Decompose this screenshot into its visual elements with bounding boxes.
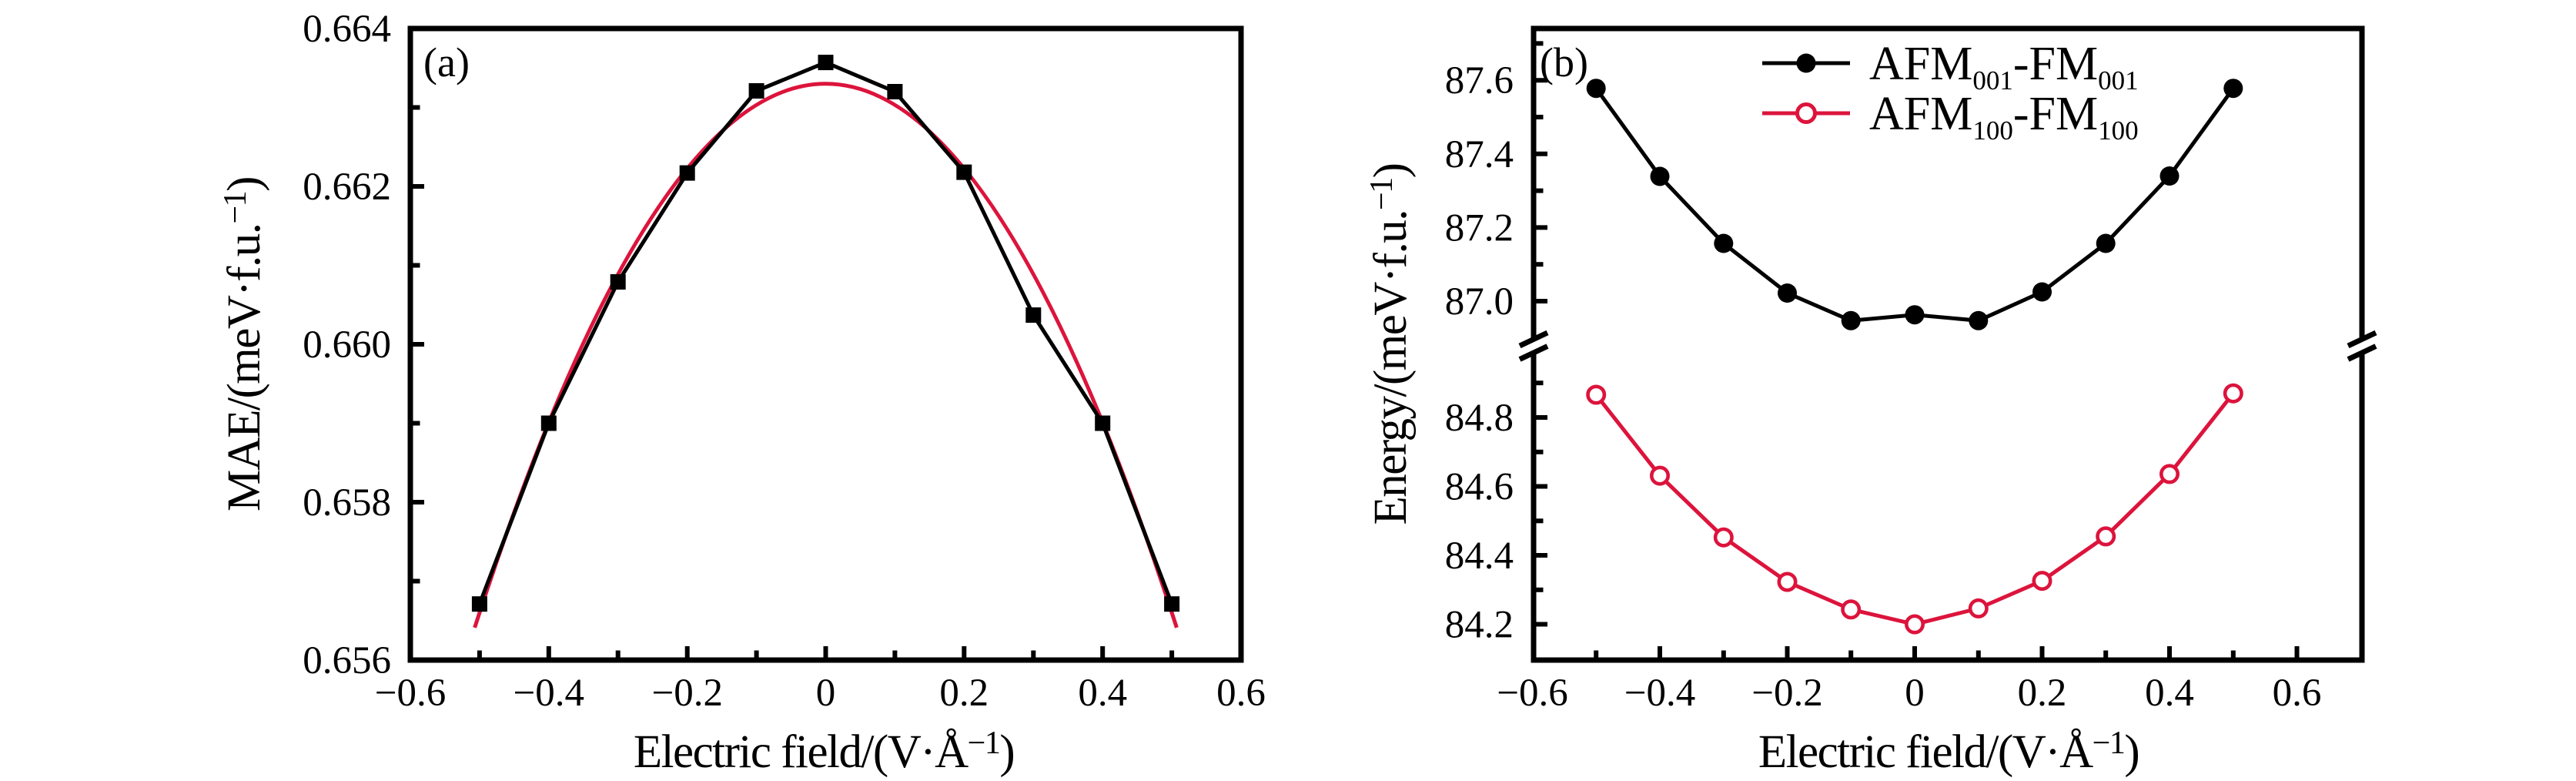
svg-text:0.664: 0.664 bbox=[303, 8, 391, 51]
svg-text:Energy/(meV·f.u.−1): Energy/(meV·f.u.−1) bbox=[1364, 163, 1417, 525]
svg-text:0.6: 0.6 bbox=[2273, 672, 2322, 715]
svg-text:0: 0 bbox=[1905, 672, 1925, 715]
svg-text:87.4: 87.4 bbox=[1445, 133, 1514, 176]
svg-text:0.6: 0.6 bbox=[1216, 672, 1266, 715]
svg-text:0.4: 0.4 bbox=[1078, 672, 1127, 715]
svg-text:84.8: 84.8 bbox=[1445, 397, 1514, 440]
svg-text:MAE/(meV·f.u.−1): MAE/(meV·f.u.−1) bbox=[218, 177, 270, 511]
svg-text:87.6: 87.6 bbox=[1445, 59, 1514, 102]
svg-text:87.0: 87.0 bbox=[1445, 280, 1514, 323]
svg-text:Electric field/(V·Å−1): Electric field/(V·Å−1) bbox=[1758, 726, 2139, 778]
svg-text:−0.2: −0.2 bbox=[1751, 672, 1823, 715]
svg-text:−0.4: −0.4 bbox=[514, 672, 585, 715]
svg-text:0: 0 bbox=[816, 672, 836, 715]
svg-text:0.2: 0.2 bbox=[2018, 672, 2067, 715]
svg-text:0.2: 0.2 bbox=[939, 672, 989, 715]
svg-text:84.6: 84.6 bbox=[1445, 466, 1514, 509]
svg-text:0.662: 0.662 bbox=[303, 166, 391, 209]
svg-text:84.2: 84.2 bbox=[1445, 604, 1514, 647]
svg-text:Electric field/(V·Å−1): Electric field/(V·Å−1) bbox=[634, 726, 1014, 778]
svg-text:−0.6: −0.6 bbox=[1497, 672, 1568, 715]
svg-text:84.4: 84.4 bbox=[1445, 535, 1514, 578]
svg-text:87.2: 87.2 bbox=[1445, 206, 1514, 250]
svg-text:0.4: 0.4 bbox=[2145, 672, 2194, 715]
svg-text:AFM001​-FM001​: AFM001​-FM001​ bbox=[1869, 38, 2139, 96]
svg-text:0.658: 0.658 bbox=[303, 481, 391, 525]
svg-text:−0.4: −0.4 bbox=[1624, 672, 1696, 715]
svg-text:0.656: 0.656 bbox=[303, 639, 391, 682]
svg-text:(a): (a) bbox=[423, 39, 470, 85]
svg-text:−0.6: −0.6 bbox=[375, 672, 447, 715]
svg-text:−0.2: −0.2 bbox=[651, 672, 723, 715]
svg-text:(b): (b) bbox=[1540, 39, 1588, 85]
svg-text:0.660: 0.660 bbox=[303, 323, 391, 367]
